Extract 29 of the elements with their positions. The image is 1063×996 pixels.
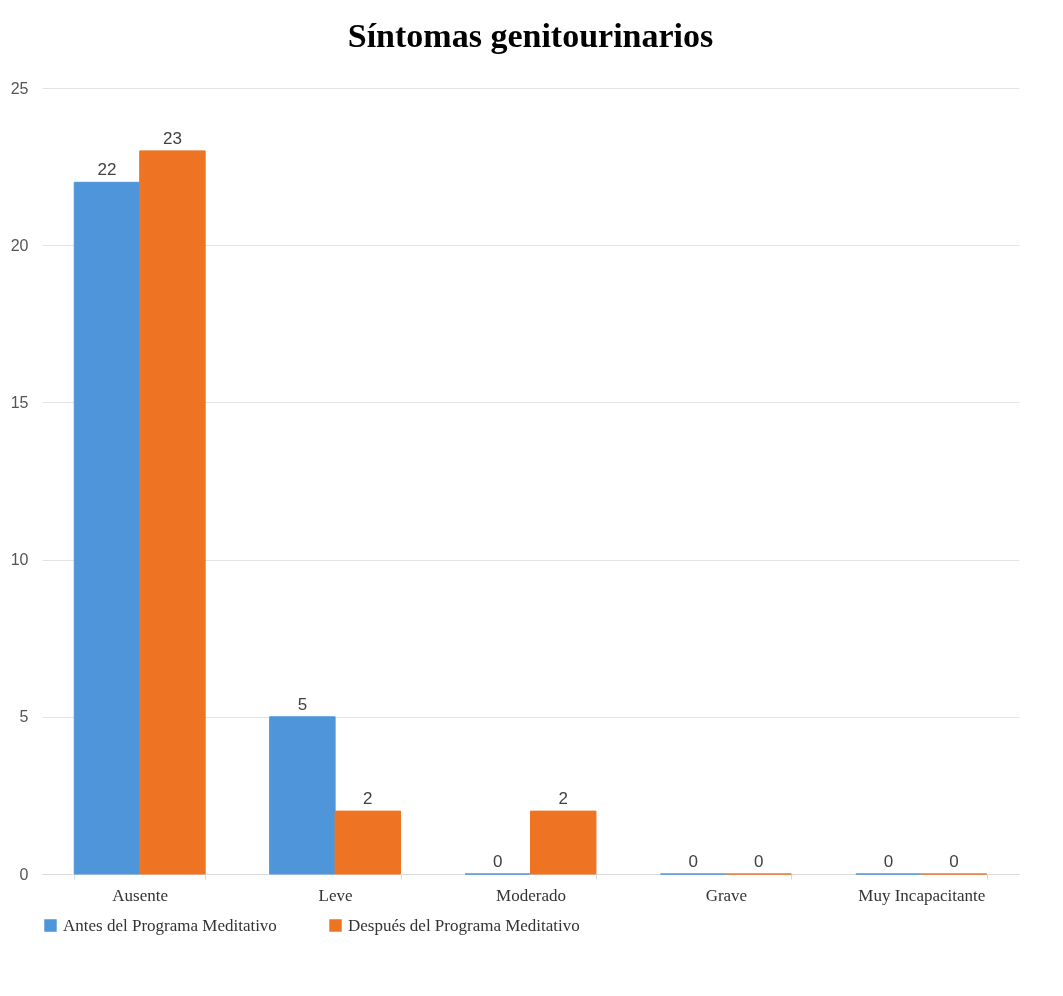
chart-title: Síntomas genitourinarios: [347, 17, 714, 54]
x-tick-label: Grave: [705, 885, 748, 905]
x-tick-label: Muy Incapacitante: [858, 885, 986, 905]
data-label: 5: [297, 694, 308, 714]
data-label: 0: [688, 852, 698, 871]
data-label: 0: [949, 852, 959, 871]
bar: [530, 810, 597, 875]
y-tick-label: 25: [10, 79, 29, 97]
legend-label: Antes del Programa Meditativo: [63, 915, 277, 935]
data-label: 0: [493, 852, 503, 871]
y-tick-label: 0: [19, 865, 29, 883]
bar: [269, 716, 336, 875]
data-label: 0: [753, 852, 764, 871]
data-label: 0: [883, 852, 894, 871]
data-label: 2: [363, 789, 373, 809]
bar: [73, 181, 141, 875]
x-tick-label: Moderado: [496, 885, 566, 905]
y-tick-label: 10: [10, 551, 29, 569]
data-label: 23: [162, 128, 182, 148]
data-label: 2: [558, 789, 568, 809]
x-tick-label: Ausente: [112, 885, 169, 905]
y-tick-label: 15: [10, 393, 29, 411]
data-label: 22: [97, 160, 117, 180]
y-tick-label: 20: [10, 236, 29, 254]
y-tick-label: 5: [19, 708, 29, 726]
bar: [334, 810, 402, 875]
bar: [139, 150, 206, 875]
x-tick-label: Leve: [318, 885, 353, 905]
legend-label: Después del Programa Meditativo: [348, 915, 580, 935]
